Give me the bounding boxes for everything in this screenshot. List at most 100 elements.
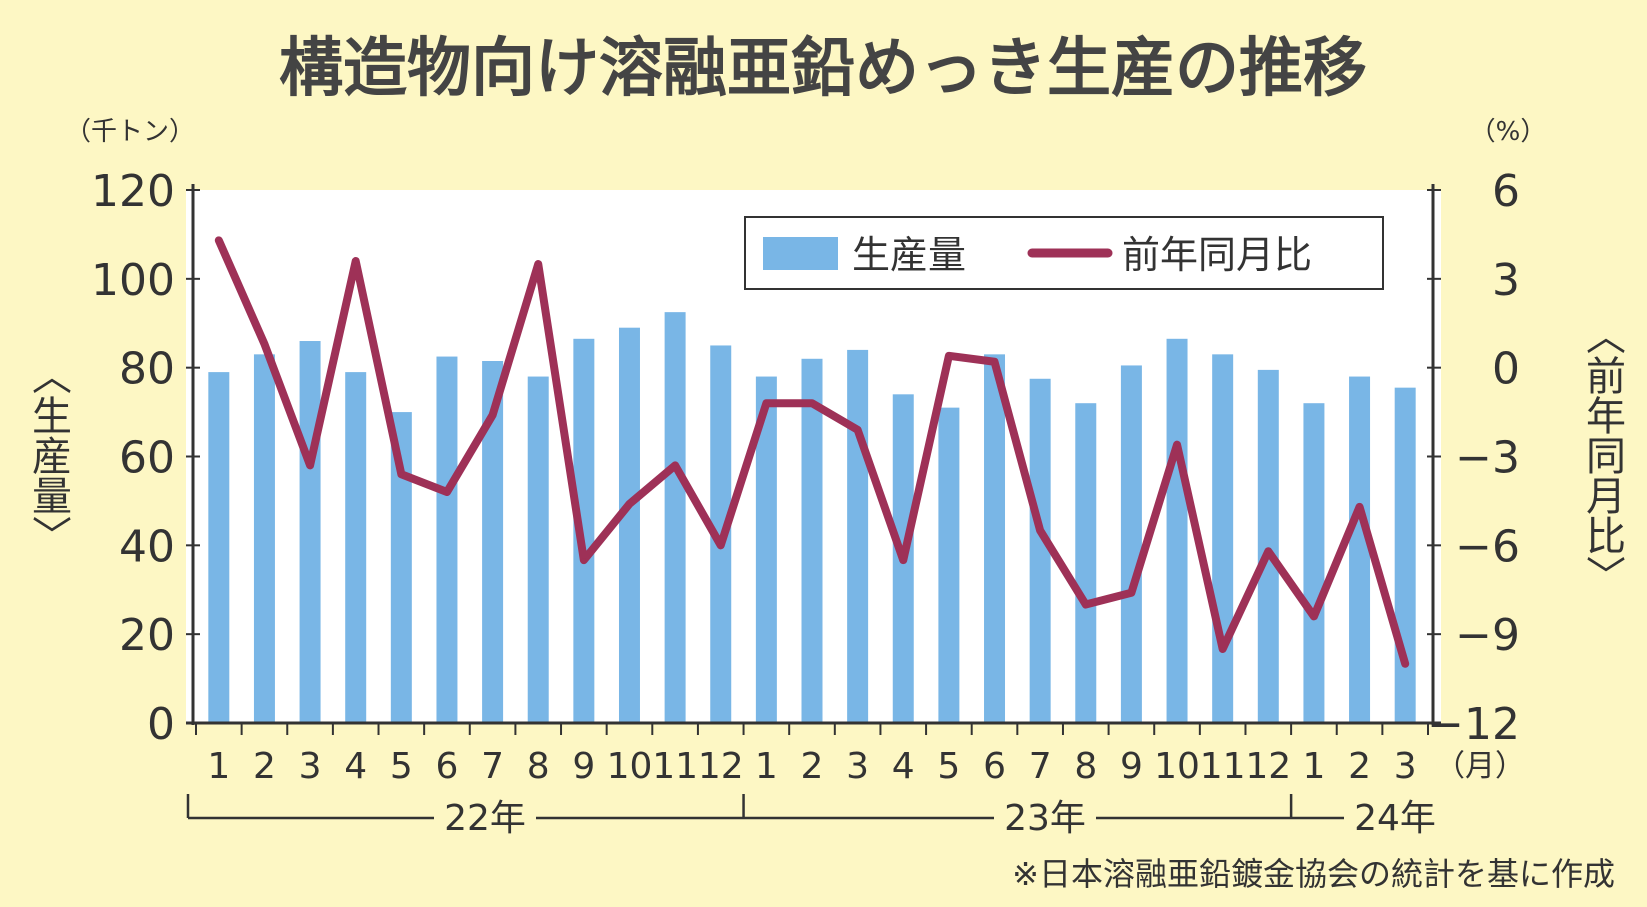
- source-note: ※日本溶融亜鉛鍍金協会の統計を基に作成: [1012, 855, 1615, 893]
- right-tick-label: −3: [1455, 433, 1520, 484]
- bar: [1257, 369, 1279, 723]
- yoy-point: [536, 262, 541, 267]
- x-tick-label: 7: [481, 746, 504, 787]
- month-unit-label: （月）: [1435, 749, 1525, 784]
- x-tick-label: 2: [801, 746, 824, 787]
- left-tick-label: 80: [119, 344, 175, 395]
- yoy-point: [901, 558, 906, 563]
- x-tick-label: 8: [1074, 746, 1097, 787]
- bar: [253, 354, 275, 723]
- x-tick-label: 4: [344, 746, 367, 787]
- bar: [1166, 338, 1188, 723]
- yoy-point: [855, 427, 860, 432]
- yoy-point: [308, 463, 313, 468]
- yoy-point: [1175, 442, 1180, 447]
- right-tick-label: 3: [1492, 255, 1520, 306]
- x-tick-label: 2: [253, 746, 276, 787]
- yoy-point: [1403, 661, 1408, 666]
- x-tick-label: 5: [390, 746, 413, 787]
- right-tick-label: −9: [1455, 610, 1520, 661]
- right-unit-label: （%）: [1470, 117, 1547, 147]
- yoy-point: [216, 238, 221, 243]
- x-tick-label: 6: [983, 746, 1006, 787]
- bar: [482, 361, 504, 723]
- yoy-point: [490, 413, 495, 418]
- x-tick-label: 12: [698, 746, 744, 787]
- bar: [618, 327, 640, 723]
- x-tick-label: 11: [652, 746, 698, 787]
- x-tick-label: 1: [1302, 746, 1325, 787]
- bar: [390, 412, 412, 723]
- bar: [1212, 354, 1234, 723]
- yoy-point: [946, 353, 951, 358]
- bar: [1394, 387, 1416, 723]
- x-tick-label: 7: [1029, 746, 1052, 787]
- yoy-point: [1311, 614, 1316, 619]
- yoy-point: [718, 543, 723, 548]
- right-tick-label: −12: [1427, 699, 1520, 750]
- yoy-point: [1357, 504, 1362, 509]
- x-tick-label: 3: [1394, 746, 1417, 787]
- yoy-point: [581, 558, 586, 563]
- right-tick-label: 6: [1492, 166, 1520, 217]
- x-tick-label: 4: [892, 746, 915, 787]
- bar: [984, 354, 1006, 723]
- x-tick-label: 10: [607, 746, 653, 787]
- bar: [938, 407, 960, 723]
- bar: [1029, 378, 1051, 723]
- right-tick-label: −6: [1455, 521, 1520, 572]
- left-tick-label: 40: [119, 521, 175, 572]
- bar: [1075, 403, 1097, 723]
- x-tick-label: 8: [527, 746, 550, 787]
- left-tick-label: 0: [147, 699, 175, 750]
- bar: [208, 372, 230, 723]
- yoy-point: [1083, 602, 1088, 607]
- yoy-point: [1266, 549, 1271, 554]
- yoy-point: [1220, 646, 1225, 651]
- x-tick-label: 11: [1200, 746, 1246, 787]
- x-tick-label: 10: [1154, 746, 1200, 787]
- bar: [345, 372, 367, 723]
- yoy-point: [1038, 528, 1043, 533]
- bar: [436, 356, 458, 723]
- left-tick-label: 100: [91, 255, 175, 306]
- x-tick-label: 3: [846, 746, 869, 787]
- left-axis-title: 〈生産量〉: [25, 355, 71, 555]
- year-label: 24年: [1354, 798, 1436, 839]
- right-axis-title: 〈前年同月比〉: [1579, 315, 1625, 595]
- x-tick-label: 12: [1245, 746, 1291, 787]
- yoy-point: [673, 463, 678, 468]
- legend-bar-label: 生産量: [852, 233, 966, 277]
- yoy-point: [627, 501, 632, 506]
- left-tick-label: 20: [119, 610, 175, 661]
- bar: [1349, 376, 1371, 723]
- x-tick-label: 1: [207, 746, 230, 787]
- x-tick-label: 3: [299, 746, 322, 787]
- left-unit-label: （千トン）: [65, 117, 195, 147]
- x-tick-label: 2: [1348, 746, 1371, 787]
- bar: [573, 338, 595, 723]
- right-tick-label: 0: [1492, 344, 1520, 395]
- yoy-point: [262, 341, 267, 346]
- yoy-point: [764, 401, 769, 406]
- year-label: 22年: [444, 798, 526, 839]
- yoy-point: [353, 259, 358, 264]
- legend-line-label: 前年同月比: [1122, 233, 1312, 277]
- x-tick-label: 6: [436, 746, 459, 787]
- legend: 生産量 前年同月比: [744, 216, 1384, 290]
- left-tick-label: 120: [91, 166, 175, 217]
- chart-title: 構造物向け溶融亜鉛めっき生産の推移: [279, 32, 1367, 106]
- bar: [847, 349, 869, 723]
- bar: [1303, 403, 1325, 723]
- bar: [299, 341, 321, 723]
- yoy-point: [399, 472, 404, 477]
- bar: [1120, 365, 1142, 723]
- bar: [664, 312, 686, 723]
- year-label: 23年: [1004, 798, 1086, 839]
- yoy-point: [992, 359, 997, 364]
- x-tick-label: 9: [572, 746, 595, 787]
- yoy-point: [810, 401, 814, 406]
- x-tick-label: 5: [937, 746, 960, 787]
